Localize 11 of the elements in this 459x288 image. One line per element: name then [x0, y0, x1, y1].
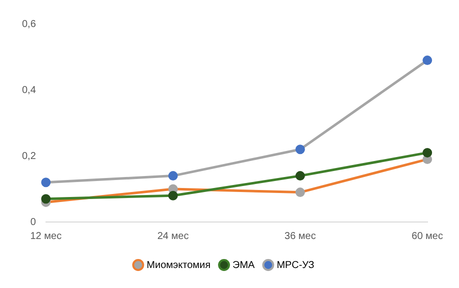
y-tick-label: 0 — [30, 216, 36, 228]
y-tick-label: 0,6 — [22, 18, 36, 30]
x-tick-label: 24 мес — [157, 230, 189, 242]
x-tick-label: 36 мес — [284, 230, 316, 242]
legend-label: МРС-УЗ — [276, 260, 314, 271]
y-tick-label: 0,4 — [22, 84, 36, 96]
x-tick-label: 12 мес — [30, 230, 62, 242]
y-tick-label: 0,2 — [22, 150, 36, 162]
legend-label: Миомэктомия — [146, 260, 211, 271]
x-tick-label: 60 мес — [412, 230, 444, 242]
legend-label: ЭМА — [232, 260, 256, 271]
